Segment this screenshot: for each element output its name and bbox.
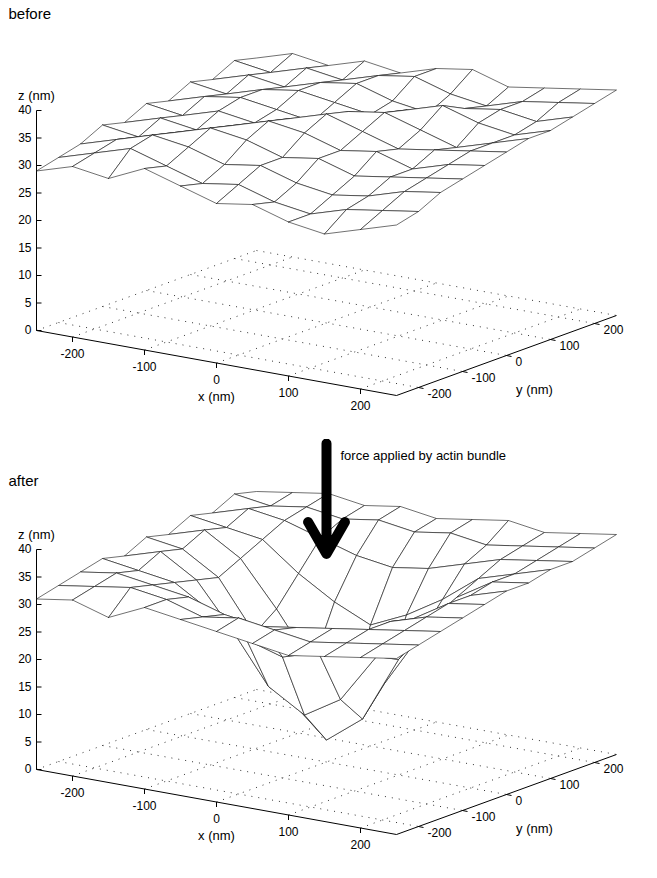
svg-text:0: 0 xyxy=(213,373,220,387)
svg-text:25: 25 xyxy=(18,625,32,639)
svg-text:200: 200 xyxy=(604,323,624,337)
svg-text:35: 35 xyxy=(18,131,32,145)
svg-text:-100: -100 xyxy=(132,360,156,374)
svg-text:15: 15 xyxy=(18,241,32,255)
svg-text:-100: -100 xyxy=(472,371,496,385)
svg-text:10: 10 xyxy=(18,268,32,282)
svg-text:40: 40 xyxy=(18,103,32,117)
svg-text:30: 30 xyxy=(18,597,32,611)
svg-text:-100: -100 xyxy=(132,799,156,813)
svg-text:y (nm): y (nm) xyxy=(516,821,553,836)
svg-text:100: 100 xyxy=(560,339,580,353)
svg-text:force applied by actin bundle: force applied by actin bundle xyxy=(341,448,507,463)
svg-text:x (nm): x (nm) xyxy=(198,828,235,843)
svg-text:0: 0 xyxy=(213,812,220,826)
svg-text:0: 0 xyxy=(25,762,32,776)
svg-text:before: before xyxy=(9,5,52,22)
svg-text:z (nm): z (nm) xyxy=(18,88,55,103)
svg-text:-200: -200 xyxy=(428,826,452,840)
svg-text:200: 200 xyxy=(604,762,624,776)
svg-text:5: 5 xyxy=(25,296,32,310)
svg-text:40: 40 xyxy=(18,542,32,556)
svg-text:5: 5 xyxy=(25,735,32,749)
svg-text:200: 200 xyxy=(350,399,370,413)
svg-text:-200: -200 xyxy=(428,387,452,401)
svg-text:0: 0 xyxy=(516,794,523,808)
svg-text:100: 100 xyxy=(560,778,580,792)
svg-text:after: after xyxy=(9,472,39,489)
svg-text:0: 0 xyxy=(516,355,523,369)
svg-text:35: 35 xyxy=(18,570,32,584)
svg-text:z (nm): z (nm) xyxy=(18,527,55,542)
svg-text:200: 200 xyxy=(350,838,370,852)
svg-text:0: 0 xyxy=(25,323,32,337)
svg-text:100: 100 xyxy=(278,386,298,400)
svg-text:x (nm): x (nm) xyxy=(198,389,235,404)
svg-text:-100: -100 xyxy=(472,810,496,824)
svg-text:y (nm): y (nm) xyxy=(516,382,553,397)
svg-text:-200: -200 xyxy=(60,347,84,361)
svg-text:-200: -200 xyxy=(60,786,84,800)
svg-text:20: 20 xyxy=(18,213,32,227)
svg-text:30: 30 xyxy=(18,158,32,172)
svg-text:15: 15 xyxy=(18,680,32,694)
svg-text:20: 20 xyxy=(18,652,32,666)
svg-text:10: 10 xyxy=(18,707,32,721)
svg-text:25: 25 xyxy=(18,186,32,200)
svg-text:100: 100 xyxy=(278,825,298,839)
